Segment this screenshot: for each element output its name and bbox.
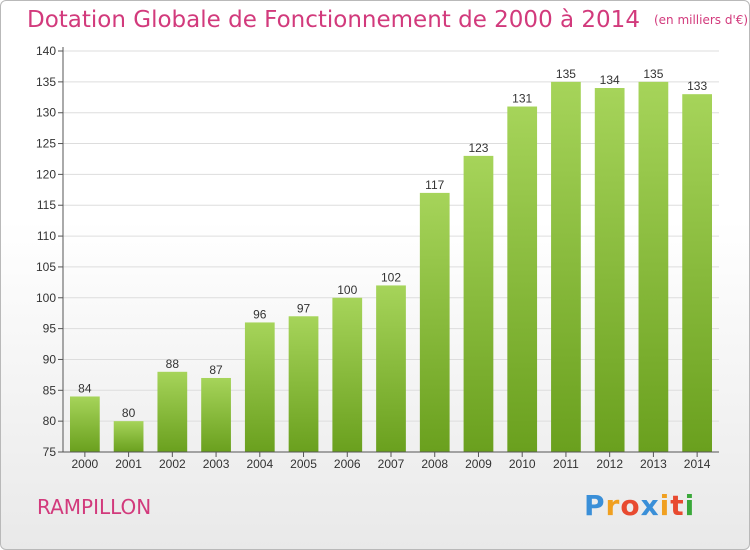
y-tick-label-75: 75 (43, 445, 57, 459)
value-label-2013: 135 (643, 67, 663, 81)
bar-2004 (244, 322, 275, 452)
y-tick-label-100: 100 (36, 291, 56, 305)
logo-letter: t (670, 489, 685, 522)
bar-2000 (69, 396, 100, 452)
value-label-2005: 97 (297, 301, 311, 315)
y-tick-label-120: 120 (36, 167, 56, 181)
x-tick-label-2014: 2014 (684, 457, 711, 471)
bar-2008 (419, 192, 450, 452)
commune-name: RAMPILLON (37, 495, 152, 519)
bar-2007 (376, 285, 406, 452)
chart-title-text: Dotation Globale de Fonctionnement de 20… (27, 7, 640, 33)
x-tick-label-2011: 2011 (553, 457, 579, 471)
value-label-2003: 87 (209, 363, 223, 377)
x-tick-label-2002: 2002 (159, 457, 186, 471)
value-label-2014: 133 (687, 79, 707, 93)
y-tick-label-125: 125 (36, 137, 56, 151)
y-tick-label-90: 90 (43, 352, 57, 366)
bar-2011 (551, 81, 581, 452)
y-tick-label-140: 140 (36, 44, 56, 58)
bars (69, 81, 713, 453)
bar-2001 (113, 421, 144, 452)
bar-2002 (157, 371, 188, 452)
x-tick-label-2010: 2010 (509, 457, 536, 471)
logo-letter: i (684, 489, 696, 522)
value-label-2007: 102 (381, 270, 401, 284)
value-label-2010: 131 (512, 92, 532, 106)
y-tick-label-110: 110 (37, 229, 56, 243)
y-tick-label-105: 105 (36, 260, 56, 274)
bar-2010 (507, 106, 538, 453)
value-label-2001: 80 (122, 406, 136, 420)
y-tick-label-115: 115 (37, 198, 56, 212)
y-tick-label-95: 95 (43, 322, 57, 336)
bar-2003 (201, 377, 231, 452)
bar-2009 (463, 155, 494, 452)
proxiti-logo: Proxiti (584, 489, 695, 522)
value-label-2006: 100 (337, 283, 357, 297)
axes (58, 47, 719, 457)
x-tick-label-2008: 2008 (421, 457, 448, 471)
bar-2013 (638, 81, 669, 452)
x-tick-label-2004: 2004 (246, 457, 273, 471)
value-label-2011: 135 (556, 67, 576, 81)
logo-letter: x (640, 489, 660, 522)
y-tick-label-80: 80 (43, 414, 57, 428)
x-tick-label-2003: 2003 (203, 457, 230, 471)
bar-2014 (682, 94, 713, 452)
value-label-2008: 117 (425, 178, 444, 192)
chart-title: Dotation Globale de Fonctionnement de 20… (27, 7, 748, 33)
bar-2006 (332, 297, 363, 452)
x-tick-label-2013: 2013 (640, 457, 667, 471)
logo-letter: P (584, 489, 606, 522)
x-tick-label-2006: 2006 (334, 457, 361, 471)
value-label-2002: 88 (166, 357, 180, 371)
value-label-2004: 96 (253, 307, 267, 321)
logo-letter: i (659, 489, 671, 522)
bar-2005 (288, 316, 319, 452)
y-tick-label-130: 130 (36, 106, 56, 120)
value-label-2000: 84 (78, 381, 92, 395)
x-tick-label-2001: 2001 (115, 457, 142, 471)
bar-2012 (594, 88, 625, 452)
labels: 75 80 85 90 95 100 105 110 115 120 125 130 135 140 84 2… (36, 44, 711, 471)
value-label-2012: 134 (600, 73, 620, 87)
logo-letter: o (620, 489, 641, 522)
y-tick-label-85: 85 (43, 383, 57, 397)
value-label-2009: 123 (468, 141, 488, 155)
y-tick-label-135: 135 (36, 75, 56, 89)
x-tick-label-2009: 2009 (465, 457, 492, 471)
x-tick-label-2005: 2005 (290, 457, 317, 471)
x-tick-label-2007: 2007 (378, 457, 405, 471)
chart-subtitle: (en milliers d'€) (653, 13, 749, 27)
logo-letter: r (605, 489, 621, 522)
x-tick-label-2000: 2000 (72, 457, 99, 471)
x-tick-label-2012: 2012 (596, 457, 623, 471)
